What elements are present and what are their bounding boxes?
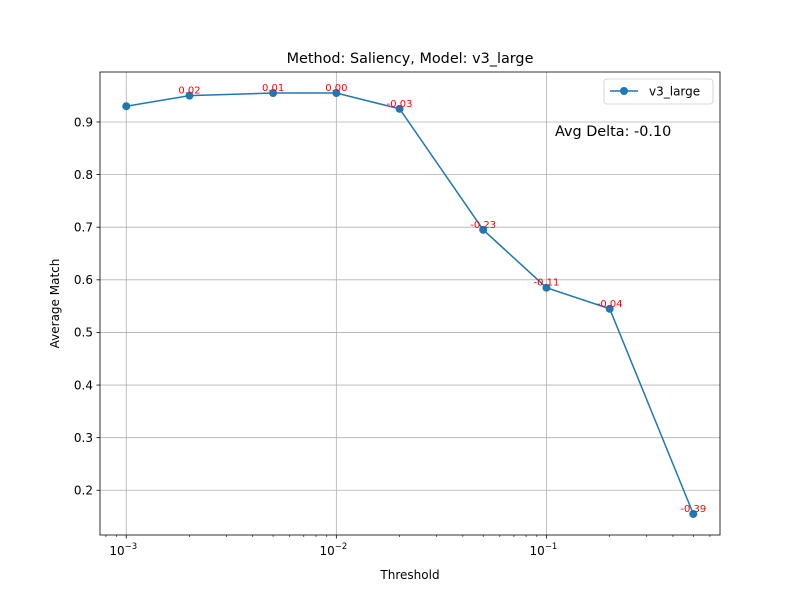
data-point [479,225,488,234]
data-point [542,283,551,292]
y-axis-label: Average Match [48,259,62,349]
y-tick-label: 0.9 [74,115,93,129]
legend: v3_large [603,78,714,105]
y-tick-label: 0.4 [74,378,93,392]
avg-delta-annotation: Avg Delta: -0.10 [555,124,671,140]
data-point [332,89,341,98]
data-point [269,89,278,98]
axis-ticks: 0.20.30.40.50.60.70.80.910−3 10−2 10−1 [74,115,711,558]
series-layer [122,89,698,518]
legend-entry-label: v3_large [649,85,700,99]
data-label: -0.04 [597,299,623,310]
data-label: -0.23 [470,220,496,231]
data-label: 0.01 [262,83,284,94]
y-tick-label: 0.3 [74,431,93,445]
y-tick-label: 0.8 [74,168,93,182]
data-label: 0.00 [325,83,347,94]
x-axis-label: Threshold [379,568,439,582]
data-point [122,102,131,111]
data-labels: 0.02 0.01 0.00 -0.03 -0.23 -0.11 -0.04 -0.39 [178,83,706,515]
y-tick-label: 0.5 [74,326,93,340]
y-tick-label: 0.6 [74,273,93,287]
data-label: -0.11 [534,278,560,289]
data-point [689,509,698,518]
legend-marker-icon [620,87,628,95]
data-label: 0.02 [178,86,200,97]
legend-box [603,78,714,105]
axes-frame [99,71,721,536]
grid [100,72,720,535]
y-tick-label: 0.7 [74,221,93,235]
y-tick-label: 0.2 [74,484,93,498]
data-label: -0.39 [680,504,706,515]
data-point [185,91,194,100]
data-label: -0.03 [387,99,413,110]
data-point [395,104,404,113]
chart-title: Method: Saliency, Model: v3_large [287,51,534,67]
data-point [605,304,614,313]
